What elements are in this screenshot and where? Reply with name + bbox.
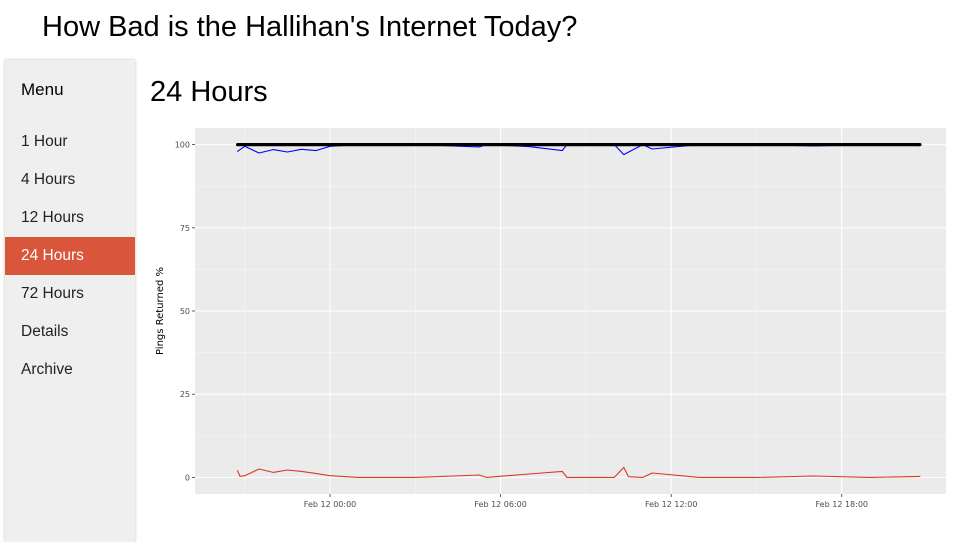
menu-item-archive[interactable]: Archive [21, 361, 73, 378]
x-tick-label: Feb 12 06:00 [474, 500, 526, 509]
menu-item-4-hours[interactable]: 4 Hours [21, 171, 76, 188]
pings-returned-chart: 0 25 50 75 100 Feb 12 00:00 Feb 12 06:00 Feb 12… [155, 128, 946, 509]
grid-lines [195, 128, 946, 494]
x-tick-label: Feb 12 12:00 [645, 500, 697, 509]
axes: 0 25 50 75 100 Feb 12 00:00 Feb 12 06:00 Feb 12… [175, 141, 868, 509]
x-tick-label: Feb 12 18:00 [816, 500, 868, 509]
x-tick-label: Feb 12 00:00 [304, 500, 356, 509]
sidebar-menu: Menu 1 Hour 4 Hours 12 Hours 24 Hours 72… [5, 60, 135, 542]
y-axis-title: Pings Returned % [155, 267, 166, 355]
menu-list: 1 Hour 4 Hours 12 Hours 24 Hours 72 Hour… [5, 123, 135, 389]
y-tick-label: 0 [185, 473, 190, 482]
menu-item-12-hours[interactable]: 12 Hours [21, 209, 84, 226]
y-tick-label: 25 [180, 390, 190, 399]
y-tick-label: 75 [180, 224, 190, 233]
menu-item-1-hour[interactable]: 1 Hour [21, 133, 68, 150]
y-tick-label: 50 [180, 307, 190, 316]
series-lines [235, 143, 922, 478]
menu-item-details[interactable]: Details [21, 323, 69, 340]
menu-item-24-hours[interactable]: 24 Hours [5, 237, 135, 275]
menu-heading: Menu [21, 80, 64, 99]
site-title: How Bad is the Hallihan's Internet Today… [42, 11, 578, 43]
menu-item-72-hours[interactable]: 72 Hours [21, 285, 84, 302]
y-tick-label: 100 [175, 141, 190, 150]
page-title: 24 Hours [150, 76, 268, 108]
series-line-red [237, 466, 921, 478]
